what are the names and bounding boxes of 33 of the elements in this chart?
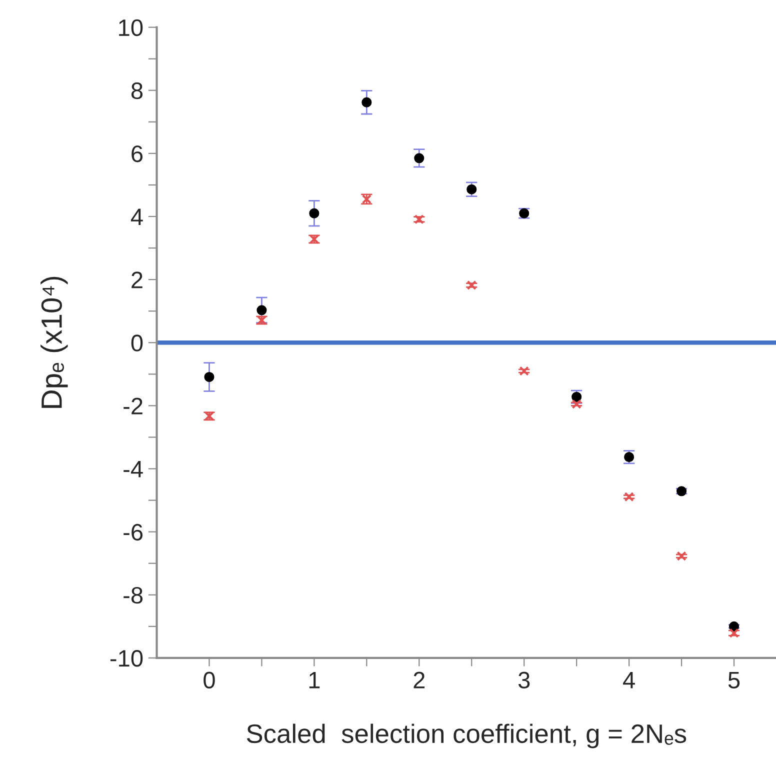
y-tick-label: 6 xyxy=(132,145,143,162)
y-tick-label: -8 xyxy=(124,586,143,604)
x-axis-title: Scaled selection coefficient, g = 2Nₑs xyxy=(246,724,686,748)
y-tick-label: -2 xyxy=(124,398,142,414)
point xyxy=(256,305,267,316)
x-tick-label: 3 xyxy=(518,672,530,688)
point xyxy=(624,492,634,502)
point xyxy=(362,97,372,108)
point xyxy=(466,184,477,194)
y-tick-label: -6 xyxy=(124,524,143,541)
point xyxy=(676,551,686,561)
x-tick-label: 2 xyxy=(414,672,425,688)
x-tick-label: 5 xyxy=(728,672,740,688)
y-tick-label: -10 xyxy=(110,650,143,667)
y-tick-label: 2 xyxy=(132,272,142,288)
x-tick-label: 4 xyxy=(623,672,635,688)
point xyxy=(414,153,424,164)
point xyxy=(204,372,214,382)
y-axis-title: Dpₑ (x10⁴) xyxy=(40,276,68,408)
point xyxy=(676,486,687,496)
point xyxy=(466,280,476,290)
point xyxy=(728,621,740,632)
y-tick-label: 4 xyxy=(130,208,143,226)
point xyxy=(414,214,424,224)
point xyxy=(572,399,582,409)
y-tick-label: -4 xyxy=(124,461,143,478)
x-tick-label: 0 xyxy=(204,672,215,688)
y-tick-label: 10 xyxy=(119,19,143,36)
point xyxy=(519,366,529,376)
y-tick-label: 0 xyxy=(131,334,143,352)
point xyxy=(309,208,320,218)
y-tick-label: 8 xyxy=(131,82,143,100)
x-tick-label: 1 xyxy=(309,672,320,688)
